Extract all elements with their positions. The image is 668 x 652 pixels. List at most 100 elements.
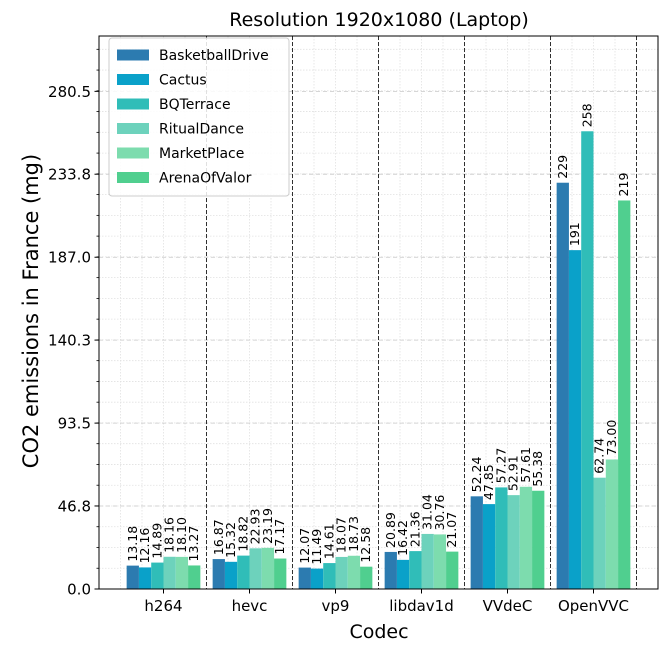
y-tick-label: 140.3 — [48, 332, 91, 350]
y-tick-label: 93.5 — [58, 415, 91, 433]
bar — [138, 567, 152, 589]
bar — [384, 551, 397, 589]
bar — [507, 495, 520, 589]
x-tick-label: h264 — [144, 597, 182, 615]
bar-value-label: 13.18 — [125, 526, 140, 562]
x-tick-label: hevc — [232, 597, 268, 615]
bar — [593, 477, 606, 589]
bar-value-label: 21.36 — [407, 511, 422, 547]
bar — [126, 565, 139, 589]
x-tick-label: vp9 — [322, 597, 350, 615]
bar — [495, 487, 508, 589]
bar-value-label: 18.73 — [346, 516, 361, 552]
legend-swatch — [117, 98, 149, 110]
x-tick-label: libdav1d — [389, 597, 454, 615]
bar-value-label: 62.74 — [592, 438, 607, 474]
bar — [347, 555, 361, 589]
legend-swatch — [117, 172, 149, 183]
bar-value-label: 30.76 — [432, 495, 447, 531]
bar-value-label: 55.38 — [530, 451, 545, 487]
y-tick-label: 46.8 — [58, 497, 91, 515]
bar-value-label: 13.27 — [186, 526, 201, 562]
bar — [433, 534, 447, 589]
bar — [470, 496, 483, 589]
bar — [261, 547, 275, 589]
y-tick-label: 280.5 — [48, 83, 91, 101]
axis-ticks: 0.0 46.8 93.5 140.3 187.0 233.8 280.5 h264 hevc v… — [48, 48, 629, 615]
bar-value-label: 12.07 — [297, 528, 312, 564]
bar — [212, 559, 225, 589]
bar-value-label: 14.61 — [321, 523, 336, 559]
y-tick-label: 187.0 — [48, 249, 91, 267]
bar-value-label: 18.82 — [235, 516, 250, 552]
bar — [605, 459, 619, 589]
bar-labels: 13.18 16.87 12.07 20.89 52.24 229 12.16 15.32 11… — [125, 103, 631, 564]
bar-value-label: 18.10 — [174, 517, 189, 553]
legend-entry: BQTerrace — [159, 97, 231, 113]
bar-value-label: 18.16 — [162, 517, 177, 553]
bar — [175, 556, 189, 589]
bar — [568, 250, 582, 589]
bar — [298, 567, 311, 589]
bar-value-label: 18.07 — [334, 517, 349, 553]
bar-value-label: 23.19 — [260, 508, 275, 544]
bar-value-label: 22.93 — [248, 509, 263, 545]
bar — [482, 504, 496, 589]
bar-value-label: 229 — [555, 155, 570, 179]
legend-entry: RitualDance — [159, 122, 244, 138]
bar-value-label: 16.42 — [395, 520, 410, 556]
x-tick-label: OpenVVC — [558, 597, 629, 615]
bar — [532, 490, 545, 589]
bar — [556, 182, 569, 589]
bar — [188, 565, 201, 589]
x-tick-label: VVdeC — [483, 597, 533, 615]
bar — [335, 556, 348, 589]
bar — [421, 533, 434, 589]
legend-entry: MarketPlace — [159, 146, 244, 162]
bar-value-label: 31.04 — [420, 494, 435, 530]
bar — [310, 568, 324, 589]
bar-value-label: 16.87 — [211, 519, 226, 555]
bar — [360, 566, 373, 589]
bar — [581, 131, 594, 589]
legend-entry: Cactus — [159, 73, 207, 89]
bar-value-label: 73.00 — [604, 420, 619, 456]
bar-value-label: 191 — [567, 222, 582, 246]
legend-entry: BasketballDrive — [159, 48, 269, 64]
bar-value-label: 17.17 — [272, 519, 287, 555]
y-tick-label: 0.0 — [67, 581, 91, 599]
bar — [151, 562, 164, 589]
plot-frame — [98, 35, 659, 590]
y-axis-label: CO2 emissions in France (mg) — [19, 154, 43, 468]
bar-value-label: 12.58 — [358, 527, 373, 563]
bar-value-label: 258 — [579, 103, 594, 127]
bar-value-label: 12.16 — [137, 528, 152, 564]
bar — [409, 551, 422, 589]
legend: BasketballDrive Cactus BQTerrace RitualDanc… — [108, 37, 290, 197]
bar-value-label: 47.85 — [481, 464, 496, 500]
legend-swatch — [117, 123, 149, 134]
bar — [396, 559, 410, 589]
bar — [446, 551, 459, 589]
bar-value-label: 57.27 — [493, 448, 508, 484]
legend-swatch — [117, 147, 149, 159]
bar-value-label: 21.07 — [444, 512, 459, 548]
bar-value-label: 14.89 — [149, 523, 164, 559]
bar — [249, 548, 262, 589]
bar-value-label: 52.91 — [506, 455, 521, 491]
bar — [224, 561, 238, 589]
bars — [126, 131, 631, 589]
legend-swatch — [117, 74, 149, 85]
bar — [163, 556, 176, 589]
bar-value-label: 15.32 — [223, 522, 238, 558]
bar — [237, 555, 250, 589]
bar-value-label: 20.89 — [383, 512, 398, 548]
bar — [274, 558, 287, 589]
bar-value-label: 219 — [616, 173, 631, 197]
y-tick-label: 233.8 — [48, 166, 91, 184]
bar-value-label: 57.61 — [518, 447, 533, 483]
chart-title: Resolution 1920x1080 (Laptop) — [229, 9, 529, 31]
legend-box — [108, 37, 290, 197]
x-axis-label: Codec — [349, 621, 408, 643]
